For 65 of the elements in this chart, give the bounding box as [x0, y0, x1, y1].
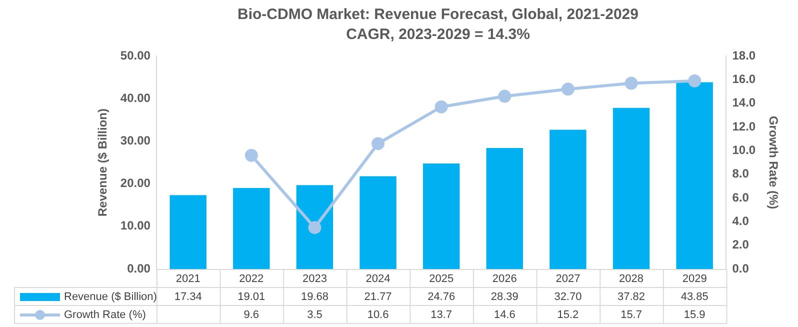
point [372, 137, 385, 150]
y2-tick-label: 14.0 [732, 96, 756, 110]
data-label: 3.5 [307, 309, 322, 322]
chart-subtitle: CAGR, 2023-2029 = 14.3% [346, 26, 530, 44]
data-label: 15.9 [684, 309, 706, 322]
x-tick-label: 2027 [556, 273, 580, 286]
y2-tick-label: 6.0 [732, 190, 750, 204]
y-tick-label: 0.00 [127, 261, 151, 276]
data-label: 21.77 [364, 291, 392, 304]
data-label: 19.68 [300, 291, 328, 304]
data-label: 19.01 [238, 291, 266, 304]
legend-label: Revenue ($ Billion) [64, 291, 157, 304]
y-tick-label: 10.00 [120, 218, 151, 233]
x-tick-label: 2026 [492, 273, 517, 286]
y2-tick-label: 10.0 [732, 142, 756, 157]
y2-tick-label: 4.0 [732, 214, 750, 228]
y2-axis-title: Growth Rate (%) [766, 116, 780, 210]
chart-title: Bio-CDMO Market: Revenue Forecast, Global, 2021-2029 [238, 6, 638, 24]
data-label: 13.7 [430, 309, 452, 322]
y-tick-label: 50.00 [120, 48, 151, 62]
data-label: 9.6 [244, 309, 260, 322]
bar [360, 176, 396, 269]
point [434, 100, 448, 114]
bar [422, 164, 460, 269]
data-label: 37.82 [618, 291, 646, 304]
bar [170, 195, 206, 269]
y2-tick-label: 12.0 [732, 119, 756, 134]
bar [486, 148, 524, 269]
x-tick-label: 2029 [682, 273, 707, 286]
x-tick-label: 2022 [239, 273, 264, 286]
y-tick-label: 40.00 [120, 90, 151, 105]
data-label: 17.34 [174, 291, 202, 304]
point [624, 76, 638, 90]
y-tick-label: 30.00 [120, 134, 151, 148]
x-tick-label: 2024 [366, 273, 390, 286]
y2-tick-label: 16.0 [732, 72, 756, 86]
point [498, 90, 512, 103]
x-tick-label: 2023 [302, 273, 327, 286]
bar [550, 130, 586, 269]
bar [676, 82, 713, 269]
y2-tick-label: 8.0 [732, 166, 750, 181]
data-label: 15.2 [557, 309, 579, 322]
x-tick-label: 2028 [619, 273, 644, 286]
bar [296, 185, 334, 269]
data-label: 28.39 [490, 291, 518, 304]
x-tick-label: 2021 [176, 273, 200, 286]
y-axis-title: Revenue ($ Billion) [96, 108, 110, 217]
y-tick-label: 20.00 [120, 176, 151, 190]
data-label: 32.70 [554, 291, 582, 304]
legend-label: Growth Rate (%) [64, 309, 146, 322]
y2-tick-label: 2.0 [732, 238, 750, 252]
point [561, 82, 574, 96]
data-label: 10.6 [367, 309, 389, 322]
point [688, 74, 702, 88]
data-label: 15.7 [620, 309, 642, 322]
y2-tick-label: 18.0 [732, 48, 756, 62]
bar [612, 108, 650, 269]
point [308, 221, 322, 234]
point [244, 148, 258, 162]
data-label: 14.6 [494, 309, 516, 322]
data-label: 24.76 [428, 291, 456, 304]
data-label: 43.85 [680, 291, 708, 304]
bar [233, 188, 270, 269]
x-tick-label: 2025 [429, 273, 454, 286]
y2-tick-label: 0.0 [732, 261, 750, 276]
